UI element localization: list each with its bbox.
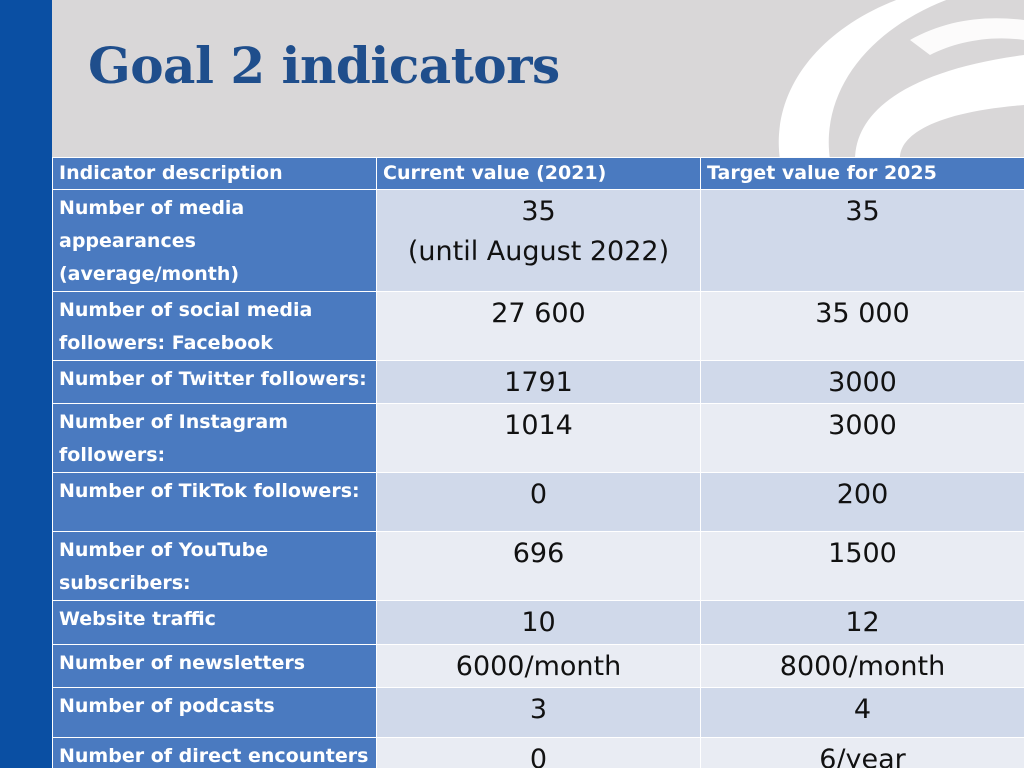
target-value: 8000/month (700, 644, 1024, 688)
target-value: 35 (700, 189, 1024, 292)
header-target-value: Target value for 2025 (700, 157, 1024, 190)
current-value: 6000/month (376, 644, 701, 688)
table-row: Number of direct encounters 0 6/year (52, 737, 1024, 768)
target-value: 200 (700, 472, 1024, 532)
indicator-description: Number of social media followers: Facebo… (52, 291, 377, 361)
current-value: 0 (376, 472, 701, 532)
indicator-description: Website traffic (52, 600, 377, 645)
indicator-description: Number of direct encounters (52, 737, 377, 768)
table-header-row: Indicator description Current value (202… (52, 157, 1024, 190)
table-row: Number of social media followers: Facebo… (52, 291, 1024, 361)
indicators-table: Indicator description Current value (202… (52, 157, 1024, 768)
slide-title: Goal 2 indicators (88, 36, 560, 95)
indicator-description: Number of media appearances (average/mon… (52, 189, 377, 292)
table-row: Number of YouTube subscribers: 696 1500 (52, 531, 1024, 601)
target-value: 6/year (700, 737, 1024, 768)
table-row: Number of newsletters 6000/month 8000/mo… (52, 644, 1024, 688)
current-value-number: 35 (521, 196, 556, 227)
table-row: Website traffic 10 12 (52, 600, 1024, 645)
current-value: 696 (376, 531, 701, 601)
table-row: Number of Instagram followers: 1014 3000 (52, 403, 1024, 473)
target-value: 1500 (700, 531, 1024, 601)
target-value: 3000 (700, 360, 1024, 404)
indicator-description: Number of Twitter followers: (52, 360, 377, 404)
indicator-description: Number of Instagram followers: (52, 403, 377, 473)
indicator-description: Number of YouTube subscribers: (52, 531, 377, 601)
organization-logo-icon (760, 0, 1024, 160)
current-value: 27 600 (376, 291, 701, 361)
target-value: 35 000 (700, 291, 1024, 361)
target-value: 4 (700, 687, 1024, 738)
target-value: 3000 (700, 403, 1024, 473)
header-current-value: Current value (2021) (376, 157, 701, 190)
current-value: 10 (376, 600, 701, 645)
indicator-description: Number of podcasts (52, 687, 377, 738)
indicator-description: Number of newsletters (52, 644, 377, 688)
indicator-description: Number of TikTok followers: (52, 472, 377, 532)
table-row: Number of Twitter followers: 1791 3000 (52, 360, 1024, 404)
current-value: 35 (until August 2022) (376, 189, 701, 292)
table-row: Number of media appearances (average/mon… (52, 189, 1024, 292)
current-value: 3 (376, 687, 701, 738)
current-value: 1791 (376, 360, 701, 404)
table-row: Number of podcasts 3 4 (52, 687, 1024, 738)
left-accent-bar (0, 0, 52, 768)
target-value: 12 (700, 600, 1024, 645)
table-row: Number of TikTok followers: 0 200 (52, 472, 1024, 532)
current-value: 1014 (376, 403, 701, 473)
current-value: 0 (376, 737, 701, 768)
current-value-note: (until August 2022) (407, 236, 670, 267)
header-indicator-description: Indicator description (52, 157, 377, 190)
